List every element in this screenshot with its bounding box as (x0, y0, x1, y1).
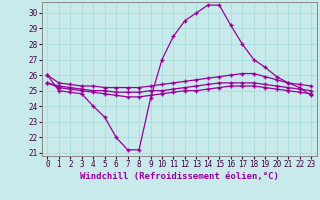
X-axis label: Windchill (Refroidissement éolien,°C): Windchill (Refroidissement éolien,°C) (80, 172, 279, 181)
